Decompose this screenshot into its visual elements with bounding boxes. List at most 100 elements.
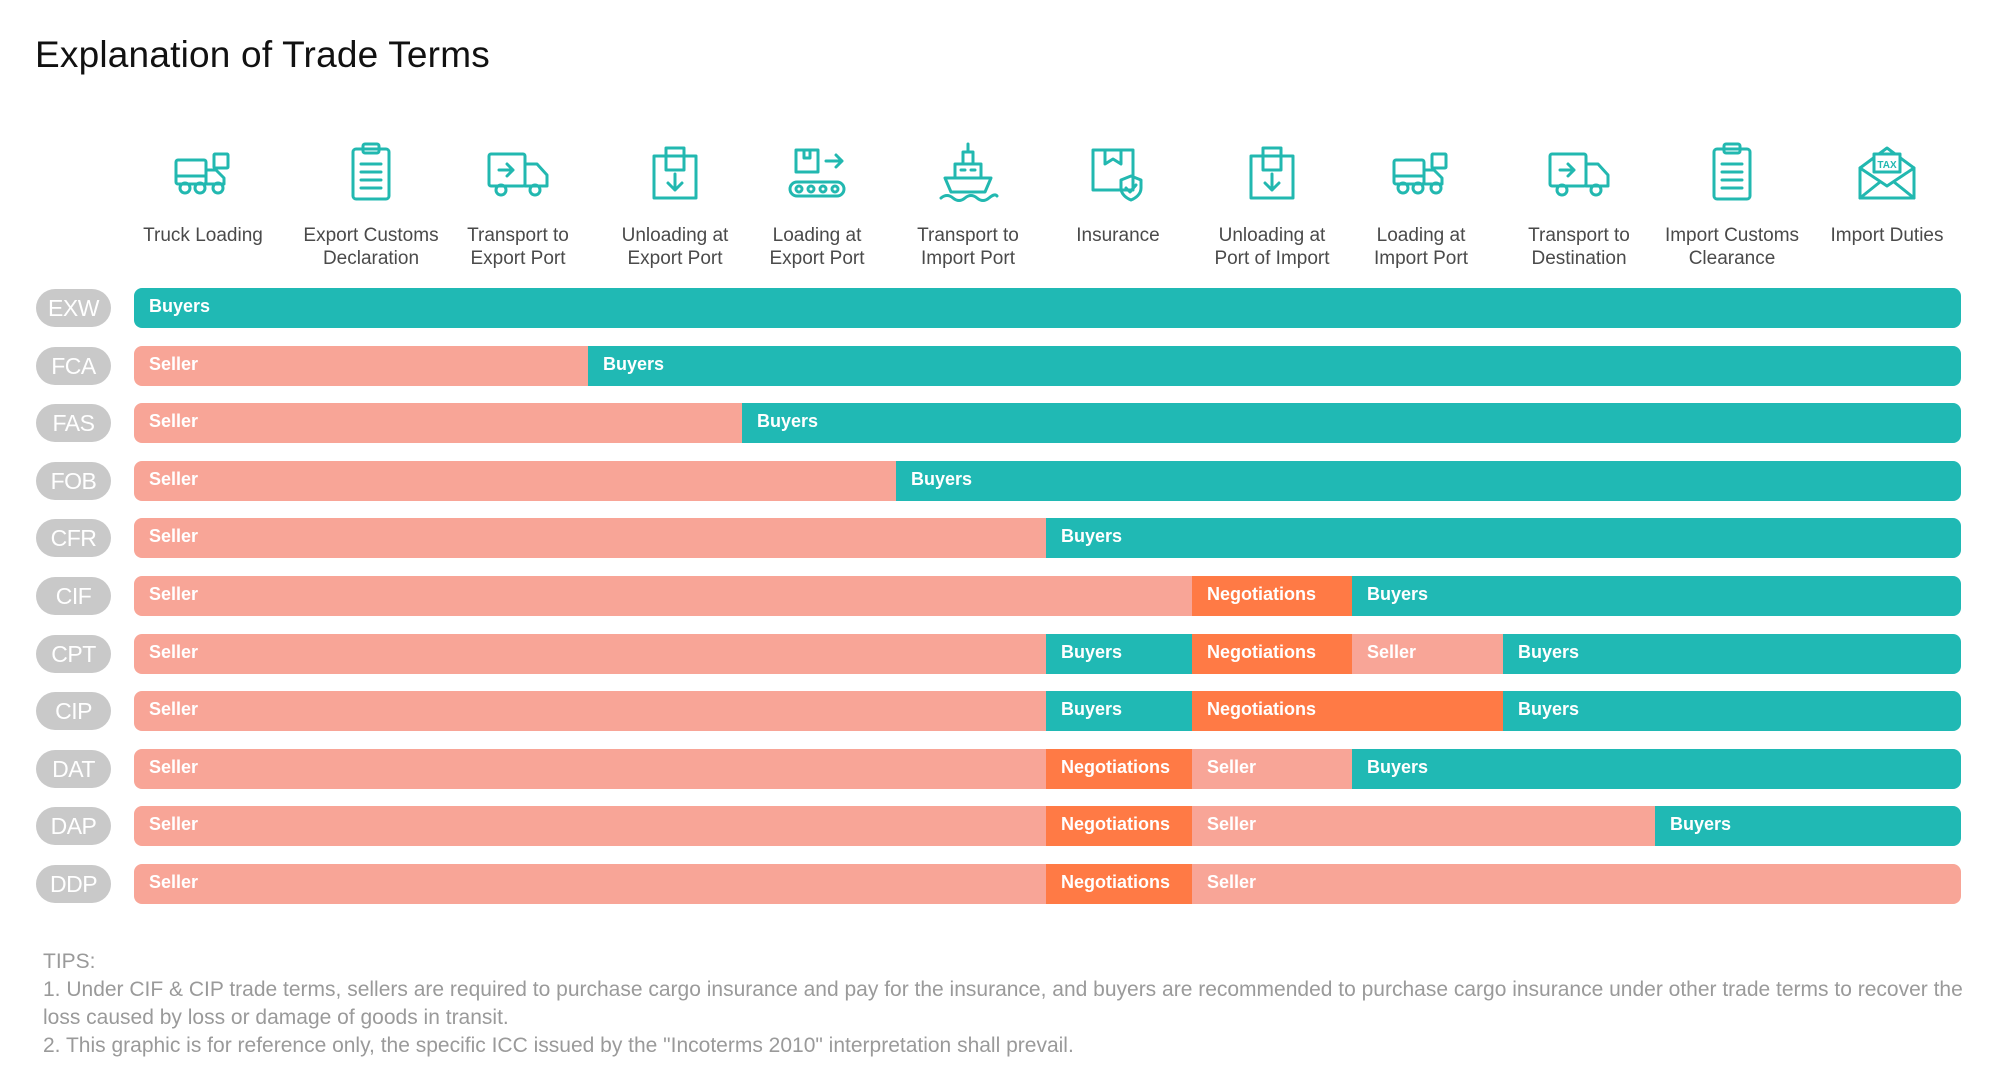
seller-segment: Seller — [134, 806, 1046, 846]
seller-segment: Seller — [134, 518, 1046, 558]
segment-label: Negotiations — [1207, 584, 1317, 604]
process-step: Loading at Export Port — [732, 140, 902, 270]
buyers-segment: Buyers — [1046, 691, 1192, 731]
segment-label: Seller — [149, 814, 199, 834]
buyers-segment: Buyers — [1503, 691, 1961, 731]
responsibility-bar: Seller Negotiations Buyers — [134, 576, 1961, 616]
box-unload-icon — [1237, 140, 1307, 206]
process-step-label: Transport to Import Port — [917, 225, 1019, 269]
process-step: Transport to Import Port — [883, 140, 1053, 270]
seller-segment: Seller — [1192, 864, 1961, 904]
trade-term-badge: FCA — [36, 347, 111, 385]
buyers-segment: Buyers — [1503, 634, 1961, 674]
buyers-segment: Buyers — [896, 461, 1961, 501]
process-step-label: Loading at Import Port — [1374, 225, 1468, 269]
process-step-label: Import Duties — [1830, 225, 1944, 246]
process-step-label: Transport to Destination — [1528, 225, 1630, 269]
segment-label: Buyers — [757, 411, 819, 431]
segment-label: Buyers — [1061, 526, 1123, 546]
responsibility-bar: Buyers — [134, 288, 1961, 328]
segment-label: Seller — [149, 354, 199, 374]
seller-segment: Seller — [134, 634, 1046, 674]
buyers-segment: Buyers — [1046, 518, 1961, 558]
seller-segment: Seller — [1352, 634, 1503, 674]
segment-label: Buyers — [1061, 699, 1123, 719]
process-step-label: Import Customs Clearance — [1664, 225, 1800, 269]
trade-term-row: EXW Buyers — [0, 288, 2000, 328]
process-step: TAX Import Duties — [1802, 140, 1972, 247]
negotiations-segment: Negotiations — [1192, 634, 1352, 674]
segment-label: Seller — [149, 469, 199, 489]
buyers-segment: Buyers — [742, 403, 1961, 443]
segment-label: Seller — [149, 526, 199, 546]
seller-segment: Seller — [1192, 749, 1352, 789]
seller-segment: Seller — [134, 346, 588, 386]
buyers-segment: Buyers — [1352, 749, 1961, 789]
trade-term-row: FAS Seller Buyers — [0, 403, 2000, 443]
responsibility-bar: Seller Negotiations Seller — [134, 864, 1961, 904]
segment-label: Negotiations — [1207, 699, 1317, 719]
negotiations-segment: Negotiations — [1046, 864, 1192, 904]
trade-term-badge: EXW — [36, 289, 111, 327]
negotiations-segment: Negotiations — [1192, 576, 1352, 616]
tips-heading: TIPS: — [43, 950, 96, 973]
buyers-segment: Buyers — [1655, 806, 1961, 846]
responsibility-bar: Seller Buyers — [134, 403, 1961, 443]
trade-term-row: CIP Seller Buyers Negotiations Buyers — [0, 691, 2000, 731]
process-step-label: Unloading at Export Port — [621, 225, 729, 269]
responsibility-bar: Seller Buyers Negotiations Buyers — [134, 691, 1961, 731]
negotiations-segment: Negotiations — [1046, 749, 1192, 789]
clipboard-icon — [336, 140, 406, 206]
trade-term-row: CFR Seller Buyers — [0, 518, 2000, 558]
buyers-segment: Buyers — [1046, 634, 1192, 674]
process-step-label: Transport to Export Port — [467, 225, 569, 269]
trade-term-badge: DDP — [36, 865, 111, 903]
clipboard-icon — [1697, 140, 1767, 206]
tip-2: 2. This graphic is for reference only, t… — [43, 1034, 1074, 1057]
seller-segment: Seller — [134, 576, 1192, 616]
segment-label: Seller — [149, 584, 199, 604]
seller-segment: Seller — [134, 864, 1046, 904]
truck-loading-icon — [168, 140, 238, 206]
process-step-label: Insurance — [1076, 225, 1160, 246]
seller-segment: Seller — [134, 749, 1046, 789]
trade-term-badge: CFR — [36, 519, 111, 557]
segment-label: Seller — [1207, 872, 1257, 892]
process-step: Transport to Destination — [1494, 140, 1664, 270]
insurance-box-icon — [1083, 140, 1153, 206]
box-unload-icon — [640, 140, 710, 206]
svg-text:TAX: TAX — [1877, 160, 1897, 171]
segment-label: Buyers — [1518, 699, 1580, 719]
segment-label: Seller — [1207, 814, 1257, 834]
segment-label: Seller — [149, 699, 199, 719]
process-step: Unloading at Export Port — [590, 140, 760, 270]
page-title: Explanation of Trade Terms — [35, 34, 490, 75]
segment-label: Seller — [149, 757, 199, 777]
negotiations-segment: Negotiations — [1192, 691, 1503, 731]
segment-label: Buyers — [1518, 642, 1580, 662]
trade-term-badge: FOB — [36, 462, 111, 500]
process-step: Unloading at Port of Import — [1187, 140, 1357, 270]
process-steps-header: Truck Loading Export Customs Declaration… — [0, 140, 2000, 270]
buyers-segment: Buyers — [588, 346, 1961, 386]
segment-label: Buyers — [1670, 814, 1732, 834]
segment-label: Seller — [149, 411, 199, 431]
trade-term-row: CPT Seller Buyers Negotiations Seller Buyers — [0, 634, 2000, 674]
responsibility-bar: Seller Buyers Negotiations Seller Buyers — [134, 634, 1961, 674]
segment-label: Buyers — [1367, 757, 1429, 777]
responsibility-bar: Seller Buyers — [134, 518, 1961, 558]
process-step: Insurance — [1033, 140, 1203, 247]
segment-label: Seller — [1367, 642, 1417, 662]
delivery-truck-icon — [483, 140, 553, 206]
segment-label: Negotiations — [1061, 814, 1171, 834]
segment-label: Negotiations — [1061, 757, 1171, 777]
segment-label: Seller — [149, 642, 199, 662]
responsibility-bar: Seller Buyers — [134, 461, 1961, 501]
trade-term-row: FCA Seller Buyers — [0, 346, 2000, 386]
segment-label: Buyers — [911, 469, 973, 489]
tips-section: TIPS: 1. Under CIF & CIP trade terms, se… — [43, 948, 1963, 1060]
segment-label: Negotiations — [1061, 872, 1171, 892]
process-step: Transport to Export Port — [433, 140, 603, 270]
tip-1: 1. Under CIF & CIP trade terms, sellers … — [43, 978, 1963, 1029]
